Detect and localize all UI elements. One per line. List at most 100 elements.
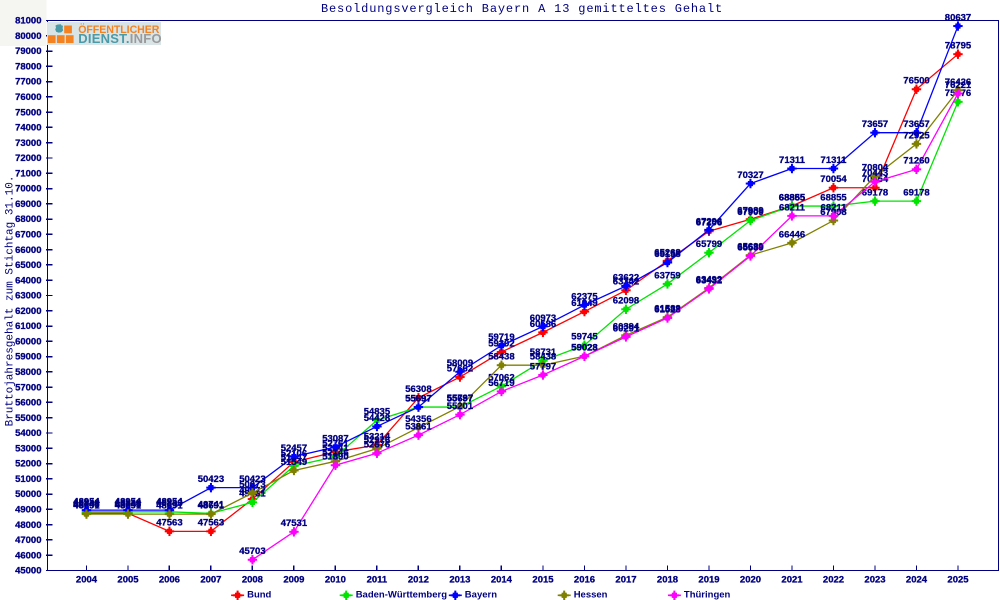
svg-text:81000: 81000	[15, 16, 41, 27]
svg-text:80000: 80000	[15, 31, 41, 42]
svg-text:2015: 2015	[532, 574, 554, 585]
svg-text:54356: 54356	[405, 414, 431, 425]
svg-text:2007: 2007	[200, 574, 221, 585]
svg-text:48691: 48691	[156, 501, 183, 512]
svg-text:48745: 48745	[73, 500, 100, 511]
svg-text:55737: 55737	[447, 393, 473, 404]
svg-text:63759: 63759	[654, 270, 680, 281]
svg-text:58009: 58009	[447, 358, 473, 369]
svg-text:72000: 72000	[15, 153, 41, 164]
svg-text:56308: 56308	[405, 384, 431, 395]
svg-text:71311: 71311	[821, 155, 848, 166]
svg-text:53214: 53214	[364, 431, 391, 442]
svg-text:55697: 55697	[405, 394, 431, 405]
svg-text:2011: 2011	[367, 574, 388, 585]
svg-text:Besoldungsvergleich Bayern A 1: Besoldungsvergleich Bayern A 13 gemittel…	[321, 2, 723, 16]
svg-text:65158: 65158	[654, 249, 680, 260]
svg-text:2024: 2024	[906, 574, 928, 585]
svg-text:58438: 58438	[530, 352, 556, 363]
svg-text:52676: 52676	[364, 440, 390, 451]
svg-text:Bruttojahresgehalt zum Stichta: Bruttojahresgehalt zum Stichtag 31.10.	[4, 176, 16, 427]
svg-text:60973: 60973	[530, 313, 556, 324]
svg-text:78000: 78000	[15, 61, 41, 72]
svg-text:2022: 2022	[823, 574, 844, 585]
svg-text:47563: 47563	[198, 518, 224, 529]
svg-text:2009: 2009	[283, 574, 304, 585]
svg-text:48000: 48000	[15, 520, 41, 531]
svg-text:52000: 52000	[15, 459, 41, 470]
svg-text:53087: 53087	[322, 433, 348, 444]
svg-text:ÖFFENTLICHER: ÖFFENTLICHER	[78, 23, 160, 36]
svg-text:65799: 65799	[696, 239, 722, 250]
svg-text:2020: 2020	[740, 574, 761, 585]
svg-text:47000: 47000	[15, 535, 41, 546]
svg-text:2016: 2016	[574, 574, 595, 585]
svg-text:80637: 80637	[945, 12, 971, 23]
svg-text:68865: 68865	[779, 192, 806, 203]
svg-text:65000: 65000	[15, 260, 41, 271]
svg-text:63622: 63622	[613, 272, 639, 283]
svg-text:2023: 2023	[864, 574, 885, 585]
svg-text:63492: 63492	[696, 274, 722, 285]
svg-text:68855: 68855	[779, 192, 806, 203]
svg-text:67989: 67989	[737, 206, 763, 217]
svg-text:50423: 50423	[198, 474, 224, 485]
svg-text:68211: 68211	[821, 202, 848, 213]
svg-text:68211: 68211	[779, 202, 806, 213]
svg-text:2025: 2025	[947, 574, 969, 585]
svg-text:73657: 73657	[903, 119, 929, 130]
svg-text:48843: 48843	[73, 498, 99, 509]
svg-text:2008: 2008	[242, 574, 263, 585]
svg-text:48954: 48954	[73, 497, 100, 508]
svg-text:71311: 71311	[779, 155, 806, 166]
svg-text:Thüringen: Thüringen	[684, 590, 731, 600]
svg-text:66000: 66000	[15, 245, 41, 256]
svg-text:61000: 61000	[15, 321, 41, 332]
svg-text:70443: 70443	[862, 168, 888, 179]
svg-text:67000: 67000	[15, 230, 41, 241]
svg-text:59000: 59000	[15, 352, 41, 363]
svg-text:53861: 53861	[405, 422, 432, 433]
svg-text:2019: 2019	[698, 574, 719, 585]
svg-text:70327: 70327	[737, 170, 763, 181]
svg-text:48741: 48741	[198, 500, 225, 511]
svg-text:2006: 2006	[159, 574, 180, 585]
svg-text:60291: 60291	[613, 323, 640, 334]
svg-text:57000: 57000	[15, 382, 41, 393]
svg-text:2013: 2013	[449, 574, 470, 585]
svg-text:Bayern: Bayern	[465, 590, 497, 600]
svg-text:61583: 61583	[654, 304, 680, 315]
svg-text:54835: 54835	[364, 407, 391, 418]
svg-text:70054: 70054	[820, 174, 847, 185]
svg-text:48691: 48691	[73, 501, 100, 512]
svg-text:2017: 2017	[615, 574, 636, 585]
svg-text:DIENST.INFO: DIENST.INFO	[78, 31, 162, 46]
svg-text:60394: 60394	[613, 322, 640, 333]
svg-text:2021: 2021	[781, 574, 803, 585]
svg-text:56719: 56719	[488, 378, 514, 389]
svg-text:71260: 71260	[903, 156, 929, 167]
svg-text:48691: 48691	[198, 501, 225, 512]
svg-text:71000: 71000	[15, 168, 41, 179]
svg-text:56000: 56000	[15, 398, 41, 409]
svg-text:59028: 59028	[571, 343, 597, 354]
svg-text:2012: 2012	[408, 574, 429, 585]
svg-text:65268: 65268	[654, 247, 680, 258]
svg-text:54000: 54000	[15, 428, 41, 439]
svg-text:64000: 64000	[15, 275, 41, 286]
svg-text:54428: 54428	[364, 413, 390, 424]
svg-text:74000: 74000	[15, 123, 41, 134]
svg-text:73657: 73657	[862, 119, 888, 130]
svg-text:2004: 2004	[76, 574, 98, 585]
svg-text:59023: 59023	[571, 343, 597, 354]
svg-text:62000: 62000	[15, 306, 41, 317]
svg-text:Bund: Bund	[247, 590, 271, 600]
svg-text:55697: 55697	[405, 394, 431, 405]
svg-text:51549: 51549	[281, 457, 307, 468]
svg-text:76500: 76500	[903, 76, 929, 87]
svg-text:48745: 48745	[115, 500, 142, 511]
svg-text:52976: 52976	[364, 435, 390, 446]
svg-text:60000: 60000	[15, 336, 41, 347]
svg-text:70804: 70804	[862, 163, 889, 174]
svg-text:52146: 52146	[322, 448, 348, 459]
